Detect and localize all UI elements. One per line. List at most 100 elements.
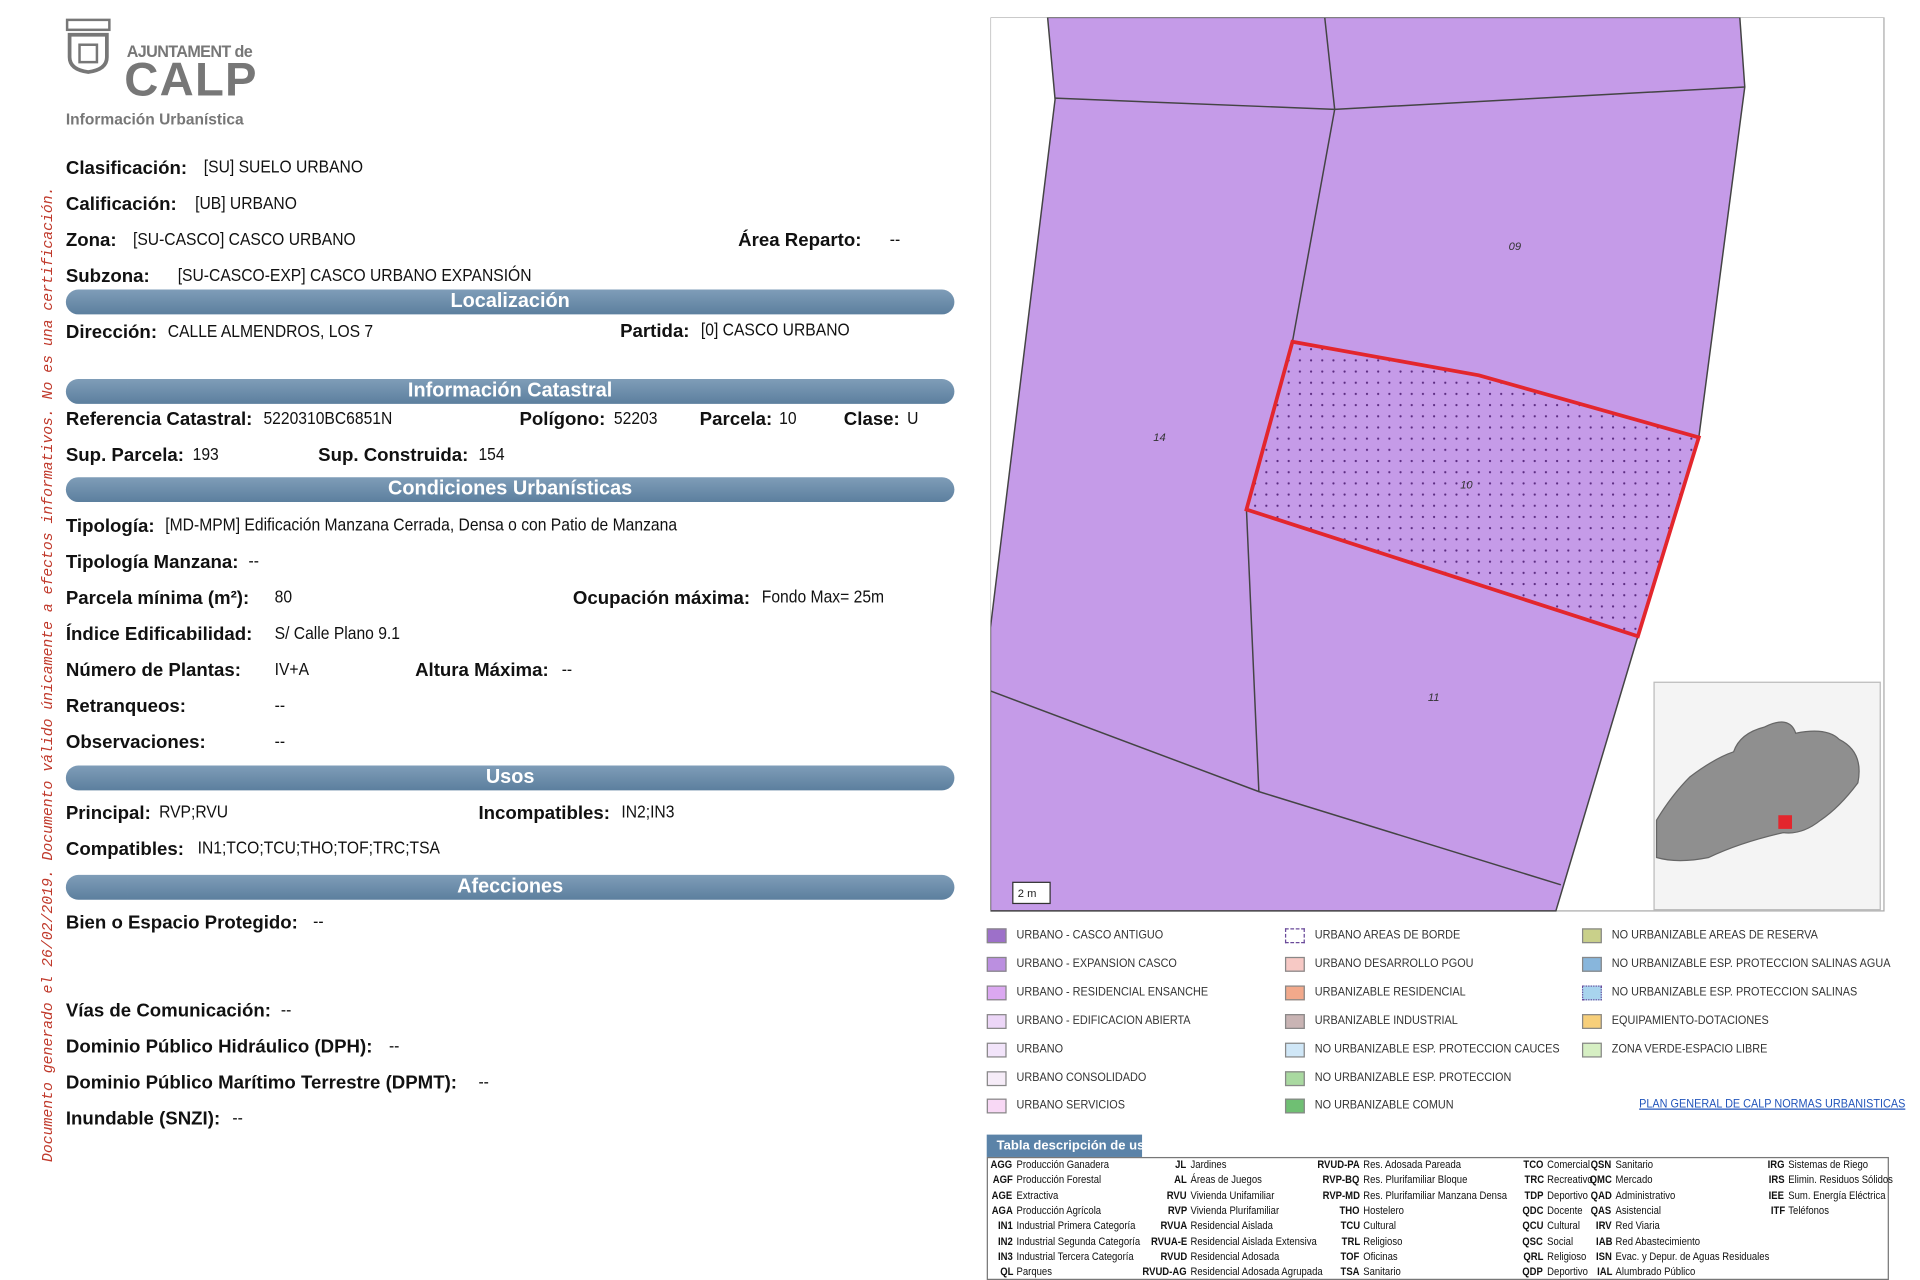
parcel-label: 09	[1509, 241, 1521, 253]
legend-swatch	[1581, 928, 1602, 944]
field-value: --	[232, 1107, 243, 1128]
use-code: IRG	[1767, 1158, 1785, 1171]
use-description: Parques	[1016, 1265, 1052, 1278]
field-value: 193	[192, 443, 219, 464]
legend-label: NO URBANIZABLE ESP. PROTECCION	[1314, 1070, 1512, 1085]
use-code: QAS	[1591, 1204, 1612, 1217]
legend-label: URBANO CONSOLIDADO	[1016, 1070, 1147, 1085]
parcel-label: 10	[1460, 479, 1473, 491]
legend-label: NO URBANIZABLE AREAS DE RESERVA	[1611, 928, 1818, 942]
use-description: Asistencial	[1615, 1204, 1661, 1217]
use-description: Res. Plurifamiliar Manzana Densa	[1363, 1188, 1507, 1202]
use-code: IN1	[998, 1219, 1013, 1232]
field-label: Parcela mínima (m²):	[65, 587, 250, 609]
field-label: Retranqueos:	[65, 695, 187, 718]
field-value: --	[313, 910, 324, 931]
use-description: Residencial Aislada Extensiva	[1190, 1234, 1317, 1248]
logo-town: CALP	[124, 54, 258, 107]
use-code: QSN	[1591, 1158, 1612, 1171]
use-description: Deportivo	[1547, 1265, 1588, 1278]
use-description: Vivienda Unifamiliar	[1190, 1188, 1275, 1202]
use-code: TCO	[1523, 1158, 1544, 1171]
use-description: Producción Agrícola	[1016, 1204, 1102, 1217]
use-code: IN2	[998, 1234, 1013, 1248]
field-value: --	[280, 999, 292, 1020]
legend-swatch	[986, 1070, 1007, 1086]
use-code: RVUD-PA	[1317, 1158, 1360, 1171]
use-code: TCU	[1339, 1219, 1360, 1232]
use-code: TDP	[1524, 1188, 1544, 1202]
legend-label: URBANO	[1016, 1042, 1064, 1056]
legend-link[interactable]: PLAN GENERAL DE CALP NORMAS URBANISTICAS	[1639, 1097, 1906, 1111]
field-label: Zona:	[65, 229, 117, 252]
legend-swatch	[986, 928, 1007, 944]
use-description: Elimin. Residuos Sólidos	[1788, 1173, 1893, 1186]
field-value: 5220310BC6851N	[263, 407, 393, 428]
section-bar: Localización	[65, 289, 955, 315]
legend-label: EQUIPAMIENTO-DOTACIONES	[1611, 1013, 1769, 1028]
use-description: Social	[1547, 1234, 1574, 1248]
section-bar: Usos	[65, 765, 955, 791]
legend-swatch	[1284, 1013, 1305, 1029]
field-value: --	[274, 694, 286, 715]
use-description: Administrativo	[1615, 1188, 1676, 1202]
use-description: Oficinas	[1363, 1249, 1398, 1263]
field-value: [SU-CASCO] CASCO URBANO	[132, 228, 356, 249]
use-code: JL	[1175, 1158, 1187, 1171]
field-value: CALLE ALMENDROS, LOS 7	[167, 320, 374, 341]
use-description: Sanitario	[1363, 1265, 1401, 1278]
field-label: Calificación:	[65, 193, 177, 215]
use-code: TOF	[1340, 1249, 1360, 1263]
field-label: Tipología:	[65, 515, 155, 537]
use-code: TRC	[1523, 1173, 1544, 1186]
field-value: [UB] URBANO	[195, 192, 297, 213]
parcel-label: 11	[1428, 692, 1440, 704]
legend-swatch	[986, 985, 1007, 1001]
field-value: [0] CASCO URBANO	[700, 319, 850, 340]
section-bar: Información Catastral	[65, 379, 955, 404]
use-code: ISN	[1595, 1249, 1612, 1263]
use-description: Religioso	[1363, 1234, 1403, 1248]
legend-label: URBANO - CASCO ANTIGUO	[1016, 928, 1164, 942]
field-label: Dominio Público Marítimo Terrestre (DPMT…	[65, 1072, 458, 1094]
parcel-label: 14	[1153, 432, 1165, 444]
use-code: RVUD-AG	[1142, 1265, 1187, 1278]
use-code: RVUA	[1160, 1219, 1187, 1232]
map: 09 14 10 11 2 m	[990, 17, 1885, 912]
use-description: Industrial Segunda Categoría	[1016, 1234, 1141, 1248]
use-code: RVP-MD	[1322, 1188, 1360, 1202]
use-code: IN3	[998, 1249, 1013, 1263]
field-label: Altura Máxima:	[415, 659, 549, 682]
field-label: Inundable (SNZI):	[65, 1108, 221, 1130]
legend-swatch	[1284, 928, 1305, 944]
use-code: IRS	[1768, 1173, 1785, 1186]
field-label: Principal:	[65, 802, 151, 824]
field-label: Referencia Catastral:	[65, 408, 253, 430]
field-label: Polígono:	[519, 408, 606, 430]
legend-swatch	[986, 956, 1007, 972]
use-description: Áreas de Juegos	[1190, 1173, 1262, 1186]
use-description: Comercial	[1547, 1158, 1590, 1171]
use-description: Teléfonos	[1788, 1204, 1829, 1217]
field-label: Compatibles:	[65, 838, 184, 860]
use-code: AGF	[992, 1173, 1013, 1186]
field-label: Sup. Parcela:	[65, 444, 184, 467]
use-code: IEE	[1769, 1188, 1785, 1202]
field-label: Partida:	[620, 320, 690, 342]
logo-council: AJUNTAMENT de	[126, 42, 253, 61]
use-description: Residencial Adosada	[1190, 1249, 1280, 1263]
use-code: QDC	[1522, 1204, 1544, 1217]
logo-shield	[65, 18, 111, 74]
field-label: Parcela:	[699, 408, 773, 430]
field-label: Dirección:	[65, 321, 158, 343]
use-description: Producción Ganadera	[1016, 1158, 1110, 1171]
field-value: --	[889, 228, 901, 249]
use-description: Res. Adosada Pareada	[1363, 1158, 1462, 1171]
field-value: 80	[274, 586, 293, 607]
legend-label: URBANO - RESIDENCIAL ENSANCHE	[1016, 985, 1209, 999]
legend-label: NO URBANIZABLE ESP. PROTECCION SALINAS	[1611, 985, 1858, 999]
field-value: --	[388, 1035, 400, 1056]
use-description: Jardines	[1190, 1158, 1227, 1171]
field-label: Vías de Comunicación:	[65, 1000, 271, 1022]
